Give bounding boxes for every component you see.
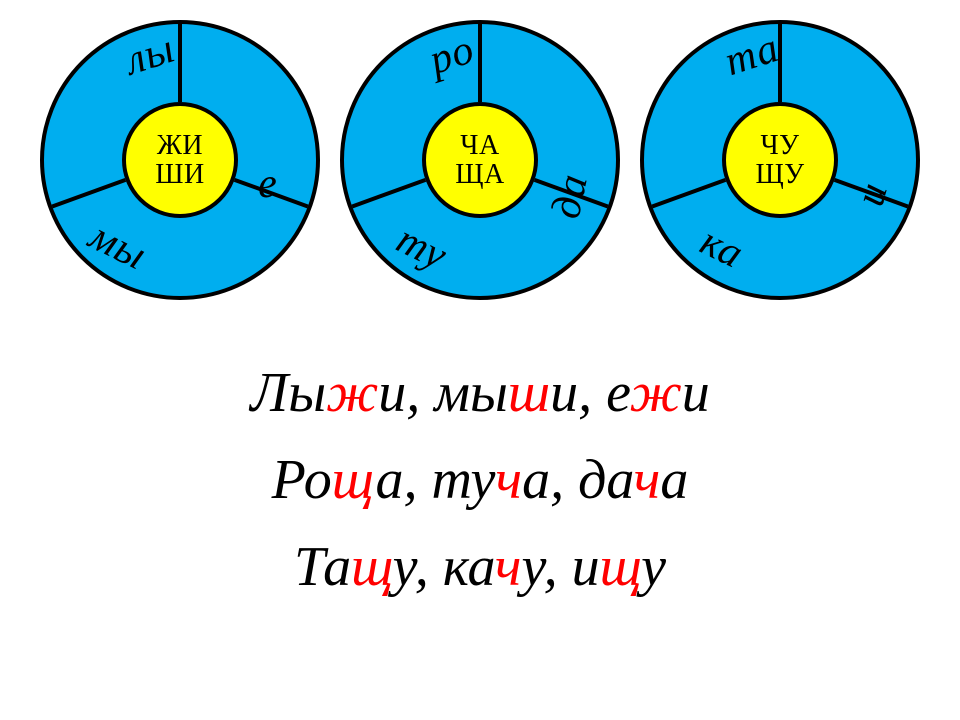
center-line-1: ЧА — [455, 131, 504, 160]
syllable-label: е — [258, 160, 278, 208]
word-fragment: у, ка — [393, 536, 495, 598]
stage: лыемыЖИШИродатуЧАЩАтаикаЧУЩУ Лыжи, мыши,… — [0, 0, 960, 720]
word-line-3: Тащу, качу, ищу — [0, 524, 960, 611]
wheel-2: родатуЧАЩА — [340, 20, 620, 300]
highlight-letter: ч — [634, 449, 661, 511]
highlight-letter: щ — [600, 536, 642, 598]
word-fragment: у — [641, 536, 666, 598]
highlight-letter: щ — [332, 449, 376, 511]
word-line-2: Роща, туча, дача — [0, 437, 960, 524]
word-fragment: Лы — [250, 362, 326, 424]
center-line-2: ЩУ — [755, 160, 804, 189]
word-fragment: а, ту — [375, 449, 495, 511]
word-fragment: Ро — [272, 449, 332, 511]
center-line-2: ШИ — [155, 160, 204, 189]
syllable-label: да — [542, 169, 598, 222]
center-line-1: ЧУ — [755, 131, 804, 160]
word-fragment: а, да — [522, 449, 634, 511]
word-fragment: а — [660, 449, 688, 511]
highlight-letter: ш — [508, 362, 550, 424]
highlight-letter: щ — [351, 536, 393, 598]
wheel-3: таикаЧУЩУ — [640, 20, 920, 300]
word-line-1: Лыжи, мыши, ежи — [0, 350, 960, 437]
center-line-1: ЖИ — [155, 131, 204, 160]
word-fragment: и, е — [550, 362, 629, 424]
wheel-center: ЖИШИ — [122, 102, 238, 218]
wheel-center: ЧУЩУ — [722, 102, 838, 218]
highlight-letter: ж — [630, 362, 682, 424]
highlight-letter: ж — [326, 362, 378, 424]
wheel-1: лыемыЖИШИ — [40, 20, 320, 300]
word-lines: Лыжи, мыши, ежиРоща, туча, дачаТащу, кач… — [0, 350, 960, 610]
word-fragment: и, мы — [378, 362, 508, 424]
highlight-letter: ч — [495, 536, 522, 598]
wheels-row: лыемыЖИШИродатуЧАЩАтаикаЧУЩУ — [0, 20, 960, 300]
word-fragment: у, и — [522, 536, 600, 598]
word-fragment: и — [682, 362, 710, 424]
word-fragment: Та — [294, 536, 351, 598]
wheel-center: ЧАЩА — [422, 102, 538, 218]
center-line-2: ЩА — [455, 160, 504, 189]
highlight-letter: ч — [495, 449, 522, 511]
segment-divider — [478, 24, 482, 102]
